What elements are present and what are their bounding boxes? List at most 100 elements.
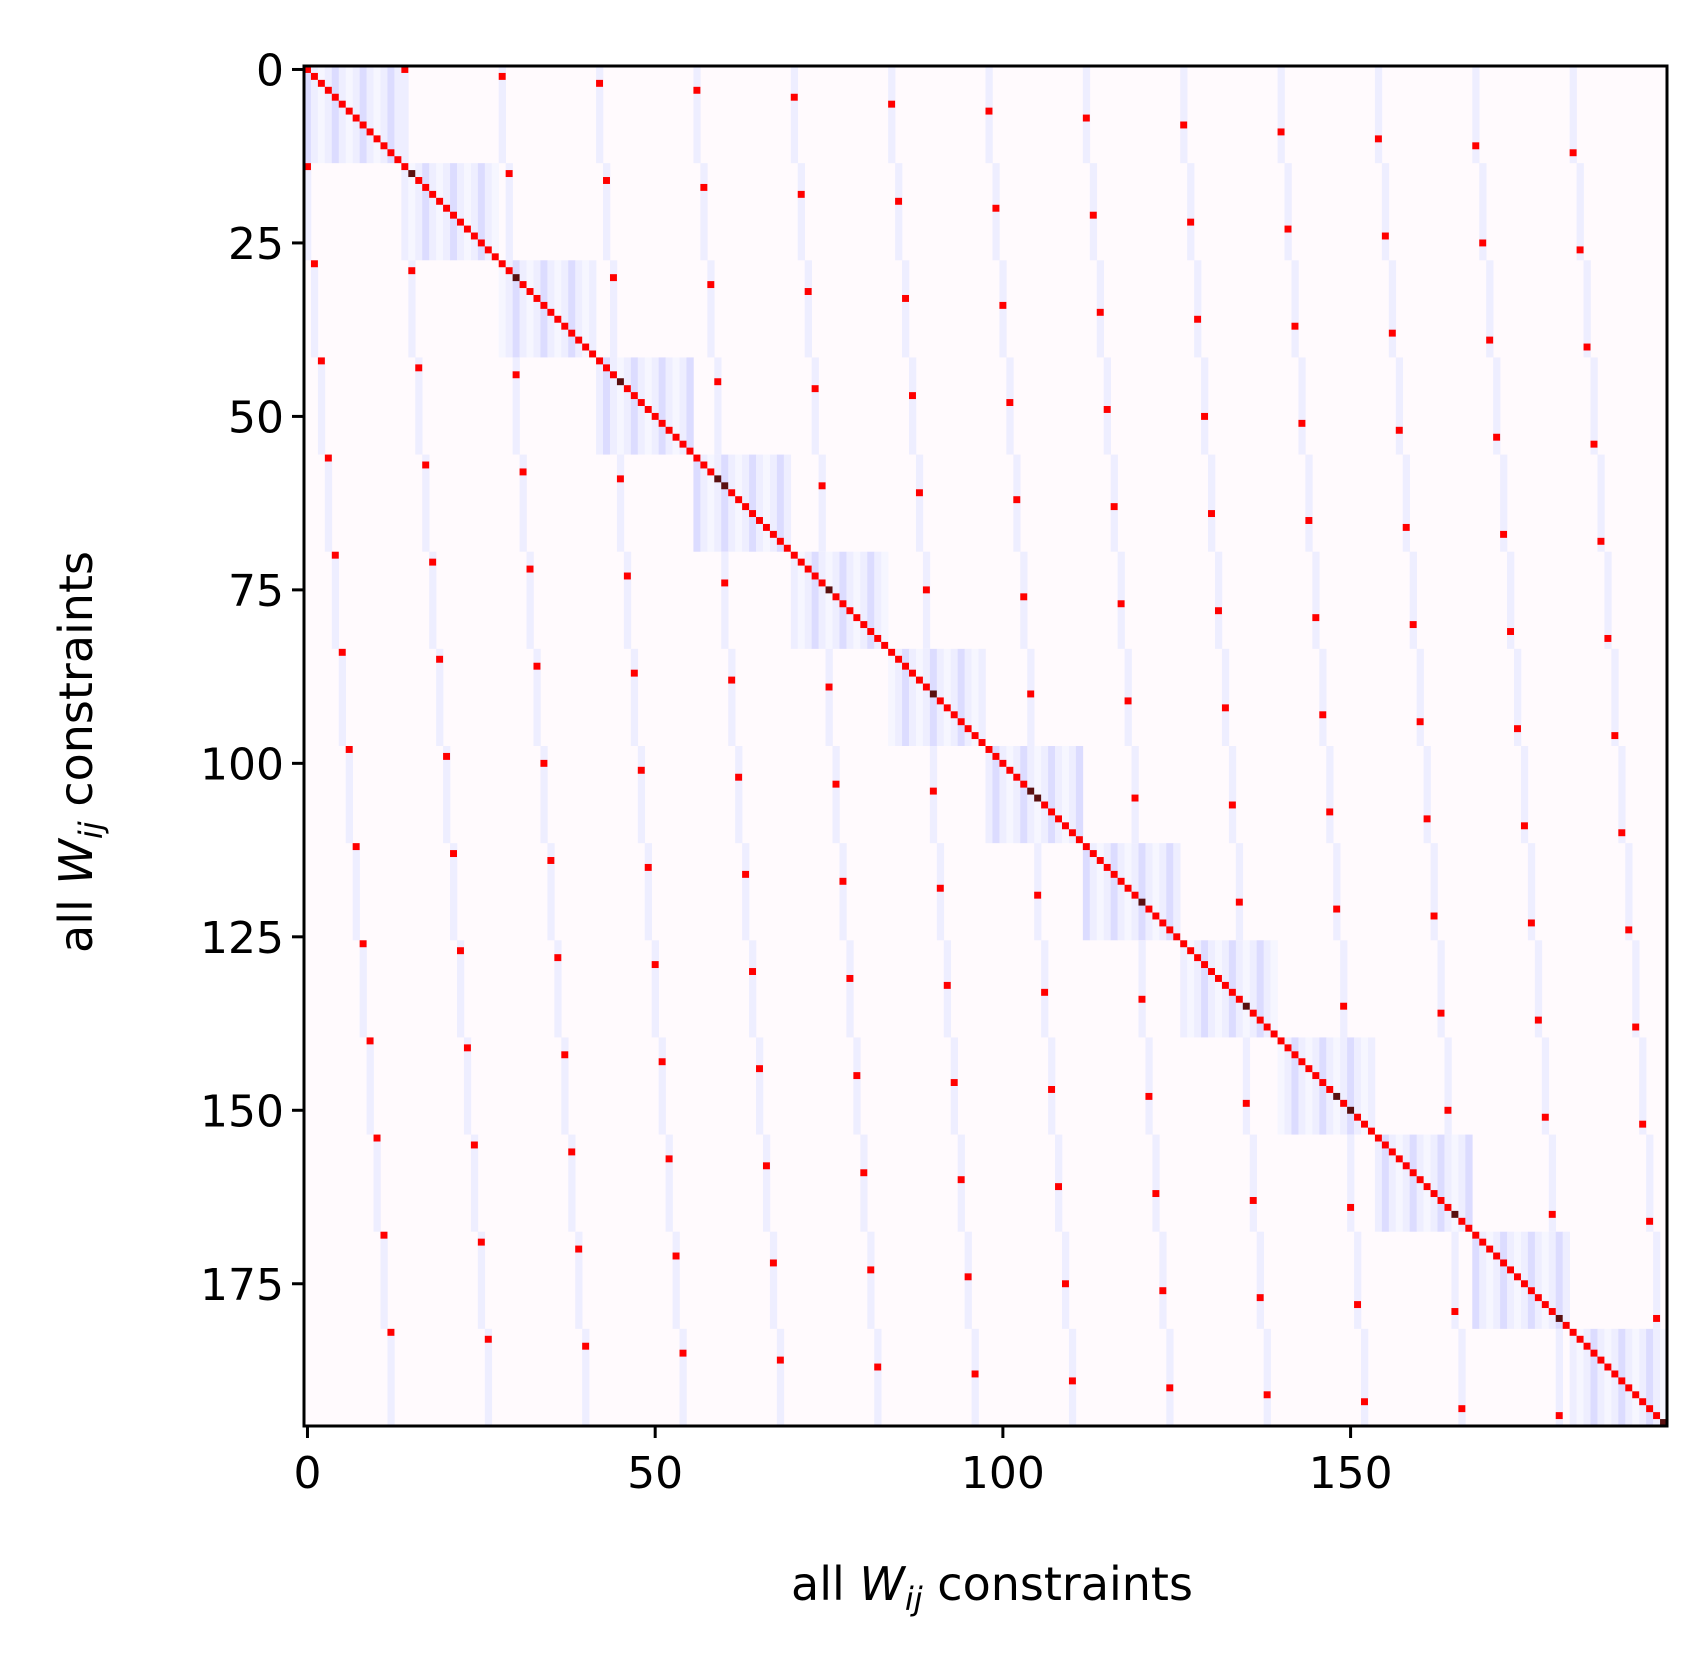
diagonal-cell (345, 107, 353, 115)
off-block-point (1048, 1086, 1056, 1093)
block-stripe (554, 260, 562, 358)
diagonal-cell (714, 475, 722, 483)
diagonal-cell (1583, 1342, 1591, 1350)
off-block-stripe (505, 163, 513, 261)
block-stripe (1208, 940, 1216, 1038)
off-block-stripe (735, 746, 743, 844)
diagonal-cell (762, 523, 770, 531)
block-stripe (790, 551, 799, 649)
diagonal-cell (304, 66, 311, 73)
off-block-stripe (1381, 163, 1390, 261)
off-block-point (373, 1134, 381, 1142)
off-block-point (929, 787, 937, 795)
block-stripe (1117, 843, 1125, 941)
diagonal-cell (1305, 1065, 1313, 1073)
off-block-point (1187, 218, 1195, 226)
diagonal-cell (943, 704, 951, 712)
block-stripe (1333, 1037, 1341, 1135)
diagonal-cell (818, 579, 826, 587)
off-block-stripe (1548, 1134, 1557, 1232)
block-stripe (985, 746, 993, 844)
diagonal-cell (909, 669, 916, 677)
block-stripe (1548, 1231, 1557, 1329)
block-stripe (1660, 1328, 1668, 1426)
y-tick-label: 75 (228, 566, 284, 617)
off-block-stripe (672, 1231, 680, 1329)
diagonal-cell (1110, 870, 1118, 878)
off-block-stripe (1625, 843, 1633, 941)
off-block-point (1361, 1398, 1368, 1406)
diagonal-cell (568, 329, 576, 337)
diagonal-cell (470, 232, 478, 240)
block-stripe (658, 357, 666, 455)
off-block-stripe (1534, 940, 1543, 1038)
off-block-point (616, 475, 624, 483)
block-stripe (832, 551, 840, 649)
y-tick-label: 100 (200, 739, 284, 790)
diagonal-cell (1138, 898, 1146, 906)
diagonal-cell (790, 551, 798, 559)
off-block-point (1479, 239, 1487, 247)
off-block-point (1138, 995, 1146, 1003)
off-block-point (1611, 732, 1619, 740)
block-stripe (596, 357, 604, 455)
diagonal-cell (693, 454, 701, 462)
off-block-point (1277, 128, 1285, 136)
off-block-point (915, 489, 923, 497)
off-block-point (1646, 1217, 1654, 1225)
diagonal-cell (1201, 961, 1209, 969)
diagonal-cell (1326, 1086, 1334, 1093)
diagonal-cell (477, 239, 485, 247)
off-block-stripe (1646, 1134, 1654, 1232)
block-stripe (1632, 1328, 1640, 1426)
off-block-stripe (408, 260, 416, 358)
off-block-stripe (644, 843, 653, 941)
y-axis: 0 25 50 75 100 125 150 175 (200, 45, 304, 1311)
diagonal-cell (1548, 1308, 1556, 1315)
off-block-stripe (1458, 1328, 1466, 1426)
diagonal-cell (505, 267, 513, 275)
off-block-point (401, 66, 409, 73)
off-block-stripe (1013, 454, 1021, 552)
block-stripe (762, 454, 771, 552)
off-block-point (310, 260, 318, 268)
diagonal-cell (999, 759, 1007, 767)
off-block-stripe (776, 1328, 785, 1426)
off-block-stripe (1159, 1231, 1167, 1329)
off-block-stripe (616, 454, 625, 552)
off-block-point (1208, 510, 1215, 518)
off-block-stripe (596, 66, 604, 164)
off-block-point (1291, 322, 1299, 330)
block-stripe (526, 260, 534, 358)
off-block-stripe (373, 1134, 381, 1232)
off-block-point (304, 163, 311, 171)
off-block-point (1541, 1113, 1549, 1121)
off-block-point (762, 1162, 770, 1170)
off-block-stripe (1639, 1037, 1647, 1135)
block-stripe (943, 648, 952, 746)
off-block-point (1534, 1016, 1542, 1024)
block-stripe (1507, 1231, 1515, 1329)
diagonal-cell (1367, 1127, 1375, 1135)
diagonal-cell (1319, 1079, 1327, 1086)
diagonal-cell (373, 135, 381, 143)
off-block-stripe (1180, 66, 1188, 164)
diagonal-cell (519, 281, 527, 289)
block-stripe (1465, 1134, 1473, 1232)
block-stripe (1138, 843, 1146, 941)
diagonal-cell (366, 128, 374, 136)
block-stripe (1020, 746, 1028, 844)
block-stripe (1479, 1231, 1487, 1329)
block-stripe (477, 163, 486, 261)
diagonal-cell (1034, 794, 1042, 802)
off-block-point (1020, 593, 1028, 601)
diagonal-cell (394, 156, 402, 164)
block-stripe (1263, 940, 1271, 1038)
diagonal-cell (1027, 787, 1035, 795)
diagonal-cell (616, 378, 624, 386)
off-block-point (1486, 336, 1494, 344)
off-block-stripe (1298, 357, 1306, 455)
block-stripe (401, 163, 409, 261)
off-block-point (554, 954, 562, 962)
block-stripe (672, 357, 680, 455)
